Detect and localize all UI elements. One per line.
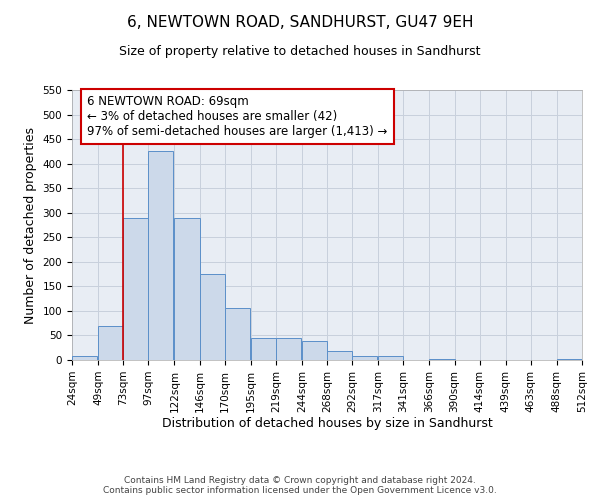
Bar [302,342,327,360]
Bar [148,152,173,360]
Bar [378,356,403,360]
Bar [224,308,250,360]
X-axis label: Distribution of detached houses by size in Sandhurst: Distribution of detached houses by size … [161,418,493,430]
Bar [557,359,582,360]
Text: 6 NEWTOWN ROAD: 69sqm
← 3% of detached houses are smaller (42)
97% of semi-detac: 6 NEWTOWN ROAD: 69sqm ← 3% of detached h… [88,96,388,138]
Text: Contains HM Land Registry data © Crown copyright and database right 2024.
Contai: Contains HM Land Registry data © Crown c… [103,476,497,495]
Bar [72,356,97,360]
Bar [430,359,455,360]
Bar [123,218,148,360]
Bar [251,338,276,360]
Bar [98,326,123,360]
Bar [276,338,301,360]
Text: 6, NEWTOWN ROAD, SANDHURST, GU47 9EH: 6, NEWTOWN ROAD, SANDHURST, GU47 9EH [127,15,473,30]
Bar [352,356,377,360]
Text: Size of property relative to detached houses in Sandhurst: Size of property relative to detached ho… [119,45,481,58]
Bar [175,218,199,360]
Y-axis label: Number of detached properties: Number of detached properties [24,126,37,324]
Bar [327,350,352,360]
Bar [200,274,224,360]
